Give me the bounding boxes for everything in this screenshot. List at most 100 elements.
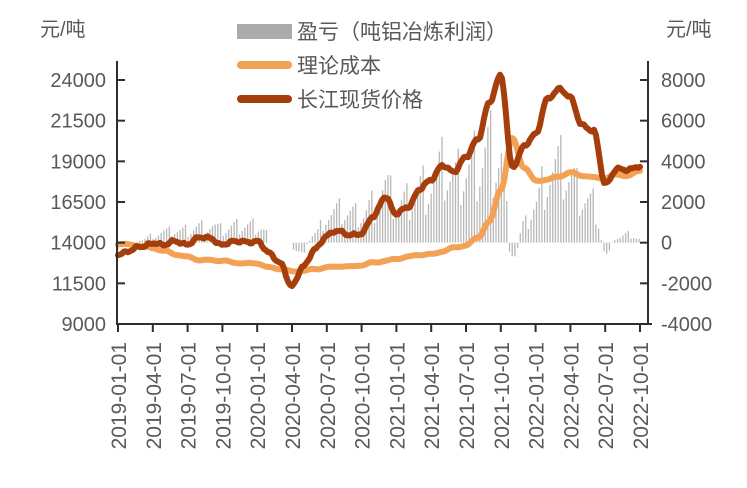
profit-bar — [479, 186, 481, 243]
profit-bar — [525, 215, 527, 243]
profit-bar — [481, 168, 484, 243]
profit-bar — [376, 214, 378, 243]
legend-label-profit: 盈亏（吨铝冶炼利润） — [297, 21, 507, 44]
profit-bar — [498, 167, 500, 243]
right-axis-unit: 元/吨 — [666, 19, 712, 41]
profit-bar — [246, 224, 249, 243]
profit-bar — [381, 190, 384, 243]
profit-bar — [136, 241, 138, 243]
profit-bar — [225, 233, 227, 243]
profit-bar — [230, 225, 233, 243]
x-axis-label: 2019-01-01 — [108, 342, 131, 449]
profit-bar — [514, 242, 516, 257]
profit-bar — [252, 218, 254, 243]
profit-bar — [624, 232, 627, 243]
legend-label-cost: 理论成本 — [297, 55, 381, 78]
profit-bar — [630, 238, 632, 243]
profit-bar — [543, 209, 546, 243]
profit-bar — [627, 230, 629, 243]
legend-swatch-profit — [237, 23, 292, 39]
profit-bar — [419, 176, 422, 243]
profit-bar — [581, 209, 584, 243]
profit-bar — [616, 238, 619, 243]
profit-bar — [265, 229, 268, 243]
profit-bar — [338, 198, 341, 243]
profit-bar — [144, 239, 146, 243]
profit-bar — [422, 165, 424, 243]
y-axis-label-right: 6000 — [661, 111, 706, 133]
profit-bar — [303, 242, 305, 253]
legend: 盈亏（吨铝冶炼利润） 理论成本 长江现货价格 — [237, 14, 507, 116]
profit-bar — [538, 187, 540, 243]
x-axis-label: 2022-04-01 — [560, 342, 583, 449]
profit-bar — [635, 238, 638, 243]
profit-bar — [468, 164, 470, 243]
profit-bar — [309, 240, 311, 243]
profit-bar — [244, 227, 246, 243]
profit-bar — [484, 147, 486, 243]
profit-bar — [557, 146, 559, 243]
y-axis-label-right: -4000 — [661, 314, 712, 336]
profit-bar — [414, 198, 416, 243]
profit-bar — [592, 188, 594, 243]
legend-label-price: 长江现货价格 — [297, 89, 423, 112]
profit-bar — [460, 205, 462, 243]
profit-bar — [441, 136, 443, 243]
left-axis-unit: 元/吨 — [40, 19, 86, 41]
y-axis-label-right: 4000 — [661, 151, 706, 173]
profit-bar — [228, 229, 230, 243]
profit-bar — [398, 208, 400, 243]
profit-bar — [176, 232, 179, 243]
profit-bar — [600, 240, 602, 243]
profit-bar — [430, 193, 432, 243]
profit-bar — [638, 238, 640, 243]
profit-bar — [487, 127, 489, 243]
profit-bar — [257, 231, 260, 243]
profit-bar — [141, 240, 143, 243]
x-axis-label: 2021-01-01 — [386, 342, 409, 449]
profit-bar — [549, 184, 551, 243]
profit-bar — [336, 203, 338, 243]
profit-bar — [314, 232, 316, 243]
profit-bar — [465, 178, 467, 243]
profit-bar — [300, 242, 303, 252]
x-axis-label: 2019-10-01 — [212, 342, 235, 449]
profit-bar — [395, 214, 397, 243]
profit-bar — [408, 219, 411, 243]
profit-bar — [535, 201, 538, 243]
profit-bar — [603, 242, 605, 252]
profit-bar — [155, 237, 157, 243]
profit-bar — [435, 167, 438, 243]
profit-bar — [349, 210, 351, 243]
profit-bar — [506, 201, 508, 243]
profit-bar — [519, 233, 521, 243]
profit-bar — [533, 209, 535, 243]
profit-bar — [530, 219, 532, 243]
x-axis-label: 2022-10-01 — [630, 342, 653, 449]
profit-bar — [165, 228, 168, 243]
legend-item-profit: 盈亏（吨铝冶炼利润） — [237, 14, 507, 48]
y-axis-label-left: 19000 — [50, 151, 106, 173]
profit-bar — [238, 234, 241, 243]
profit-bar — [198, 223, 200, 243]
profit-bar — [233, 222, 235, 243]
y-axis-label-left: 24000 — [50, 70, 106, 92]
legend-swatch-price — [237, 95, 292, 103]
profit-bar — [201, 220, 203, 243]
profit-bar — [236, 218, 238, 243]
profit-bar — [516, 242, 519, 248]
profit-bar — [587, 198, 589, 243]
profit-bar — [446, 190, 449, 243]
cost-line — [115, 135, 643, 275]
profit-bar — [438, 151, 440, 243]
x-axis-label: 2020-10-01 — [352, 342, 375, 449]
profit-bar — [306, 242, 308, 244]
profit-bar — [570, 172, 573, 243]
profit-bar — [611, 242, 613, 244]
y-axis-label-left: 16500 — [50, 192, 106, 214]
profit-bar — [147, 236, 149, 243]
y-axis-label-right: 8000 — [661, 70, 706, 92]
profit-bar — [295, 242, 297, 251]
profit-bar — [219, 223, 222, 243]
profit-bar — [311, 236, 314, 243]
